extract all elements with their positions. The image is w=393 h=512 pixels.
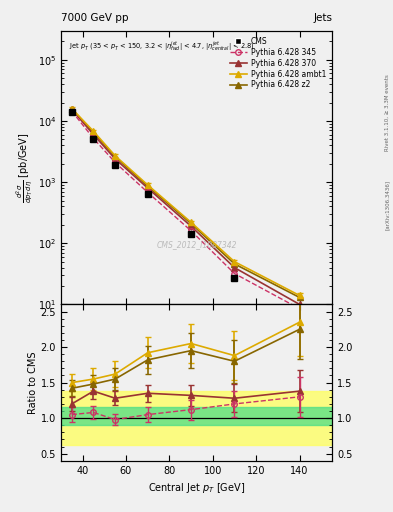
- Bar: [61, 408, 332, 425]
- Text: Rivet 3.1.10, ≥ 3.3M events: Rivet 3.1.10, ≥ 3.3M events: [385, 74, 389, 151]
- Text: 7000 GeV pp: 7000 GeV pp: [61, 13, 129, 23]
- Text: Jet $p_{T}$ (35 < $p_{T}$ < 150, 3.2 < $|\eta^{jet}_{fwd}|$ < 4.7, $|\eta^{jet}_: Jet $p_{T}$ (35 < $p_{T}$ < 150, 3.2 < $…: [69, 39, 255, 53]
- Text: Jets: Jets: [313, 13, 332, 23]
- Y-axis label: Ratio to CMS: Ratio to CMS: [28, 351, 38, 414]
- Text: CMS_2012_I1087342: CMS_2012_I1087342: [156, 240, 237, 249]
- Y-axis label: $\frac{d^{2}\sigma}{dp_{T}\,d\eta}$ [pb/GeV]: $\frac{d^{2}\sigma}{dp_{T}\,d\eta}$ [pb/…: [14, 132, 35, 203]
- X-axis label: Central Jet $p_{T}$ [GeV]: Central Jet $p_{T}$ [GeV]: [148, 481, 245, 495]
- Text: [arXiv:1306.3436]: [arXiv:1306.3436]: [385, 180, 389, 230]
- Legend: CMS, Pythia 6.428 345, Pythia 6.428 370, Pythia 6.428 ambt1, Pythia 6.428 z2: CMS, Pythia 6.428 345, Pythia 6.428 370,…: [228, 34, 328, 92]
- Bar: [61, 391, 332, 445]
